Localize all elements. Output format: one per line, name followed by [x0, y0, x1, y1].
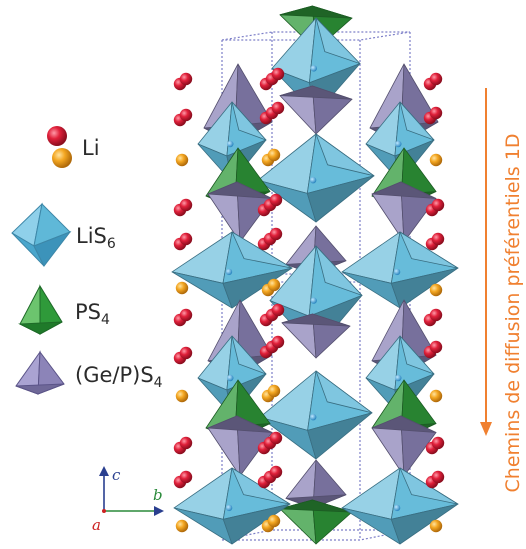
- li-ion-red: [425, 198, 445, 217]
- axis-b-arrowhead: [154, 506, 164, 516]
- legend: Li LiS6 PS4 (Ge/P)S4: [0, 0, 170, 549]
- gep-tetrahedron: [281, 313, 351, 359]
- lis6-octahedron: [341, 231, 459, 309]
- li-ion-red: [425, 232, 445, 251]
- li-ion-red: [173, 308, 193, 327]
- li-ion-red: [259, 101, 285, 125]
- li-ion-orange: [429, 519, 443, 533]
- legend-lis6-octahedron-icon: [11, 202, 72, 267]
- lis6-octahedron: [173, 467, 291, 545]
- li-ion-orange: [429, 283, 443, 297]
- li-ion-red: [259, 67, 285, 91]
- li-ion-red: [257, 431, 283, 455]
- li-ion-orange: [175, 519, 189, 533]
- li-ion-red: [173, 470, 193, 489]
- lis6-octahedron: [197, 335, 267, 417]
- legend-li-red-sphere: [47, 126, 67, 146]
- polyhedra-layer: [171, 5, 459, 545]
- diffusion-arrow: [480, 88, 492, 436]
- li-ion-red: [425, 436, 445, 455]
- li-ion-red: [173, 198, 193, 217]
- li-ion-orange: [429, 153, 443, 167]
- legend-ps4-label: PS4: [75, 300, 110, 328]
- legend-gep-tetrahedron-icon: [15, 350, 65, 395]
- li-ion-red: [423, 340, 443, 359]
- legend-lis6-label: LiS6: [76, 224, 116, 252]
- li-ion-red: [423, 308, 443, 327]
- li-ion-orange: [429, 389, 443, 403]
- legend-gep-label: (Ge/P)S4: [75, 363, 163, 391]
- lis6-octahedron: [341, 467, 459, 545]
- li-ion-orange: [175, 389, 189, 403]
- legend-ps4-tetrahedron-icon: [18, 284, 63, 335]
- li-ion-orange: [175, 281, 189, 295]
- li-ion-red: [425, 470, 445, 489]
- li-ion-red: [173, 346, 193, 365]
- li-ion-red: [257, 465, 283, 489]
- ps4-tetrahedron: [279, 499, 353, 545]
- axis-a-label: a: [92, 516, 101, 534]
- li-ion-red: [257, 193, 283, 217]
- gep-tetrahedron: [279, 85, 353, 135]
- li-ion-red: [173, 436, 193, 455]
- li-ion-orange: [261, 384, 281, 403]
- li-ion-red: [259, 303, 285, 327]
- li-ion-red: [259, 335, 285, 359]
- gep-tetrahedron: [207, 181, 273, 243]
- lis6-octahedron: [257, 133, 375, 223]
- axes-indicator: [99, 466, 164, 516]
- li-ion-orange: [261, 514, 281, 533]
- gep-tetrahedron: [207, 415, 273, 477]
- axis-b-label: b: [153, 486, 163, 504]
- li-ion-red: [173, 72, 193, 91]
- axis-c-arrowhead: [99, 466, 109, 476]
- li-ion-orange: [261, 148, 281, 167]
- li-ions-layer: [173, 67, 445, 533]
- li-ion-red: [423, 72, 443, 91]
- legend-li-label: Li: [82, 136, 100, 160]
- li-ion-orange: [261, 278, 281, 297]
- axis-a-origin: [102, 509, 106, 513]
- lis6-octahedron: [171, 231, 293, 309]
- li-ion-orange: [175, 153, 189, 167]
- legend-li-orange-sphere: [52, 148, 72, 168]
- li-ion-red: [423, 106, 443, 125]
- legend-symbols: [11, 126, 72, 395]
- li-ion-red: [257, 227, 283, 251]
- li-ion-red: [173, 108, 193, 127]
- li-ion-red: [173, 232, 193, 251]
- gep-tetrahedron: [371, 415, 437, 477]
- diffusion-path-label: Chemins de diffusion préférentiels 1D: [502, 133, 524, 493]
- lis6-octahedron: [259, 370, 373, 460]
- axis-c-label: c: [112, 466, 121, 484]
- gep-tetrahedron: [371, 181, 437, 243]
